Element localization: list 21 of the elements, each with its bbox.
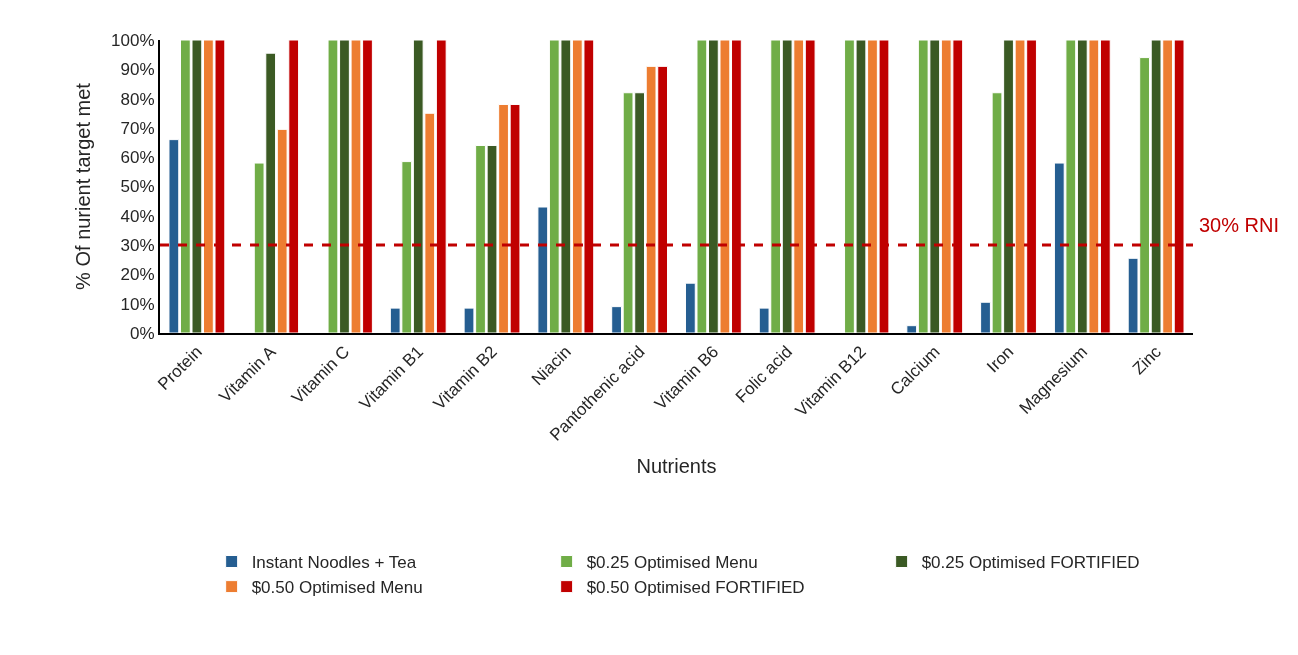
x-tick-label: Zinc: [1128, 341, 1166, 379]
x-tick-label: Iron: [983, 342, 1018, 377]
legend-label: $0.25 Optimised Menu: [586, 553, 758, 573]
legend-label: $0.50 Optimised FORTIFIED: [586, 578, 805, 598]
y-tick-label: 90%: [120, 60, 155, 80]
y-tick-label: 100%: [111, 30, 155, 50]
y-tick-label: 30%: [120, 236, 155, 256]
y-axis-title: % Of nurient target met: [72, 82, 95, 290]
x-axis-title: Nutrients: [636, 454, 717, 477]
y-tick-label: 60%: [120, 148, 155, 168]
legend-label: $0.50 Optimised Menu: [251, 578, 423, 598]
y-tick-label: 0%: [130, 323, 155, 343]
y-tick-label: 50%: [120, 177, 155, 197]
y-tick-label: 10%: [120, 294, 155, 314]
y-tick-label: 20%: [120, 265, 155, 285]
legend-label: $0.25 Optimised FORTIFIED: [921, 553, 1140, 573]
y-tick-label: 80%: [120, 89, 155, 109]
y-tick-label: 70%: [120, 118, 155, 138]
ref-line-label: 30% RNI: [1199, 214, 1280, 236]
y-tick-label: 40%: [120, 206, 155, 226]
legend-label: Instant Noodles + Tea: [251, 553, 417, 573]
